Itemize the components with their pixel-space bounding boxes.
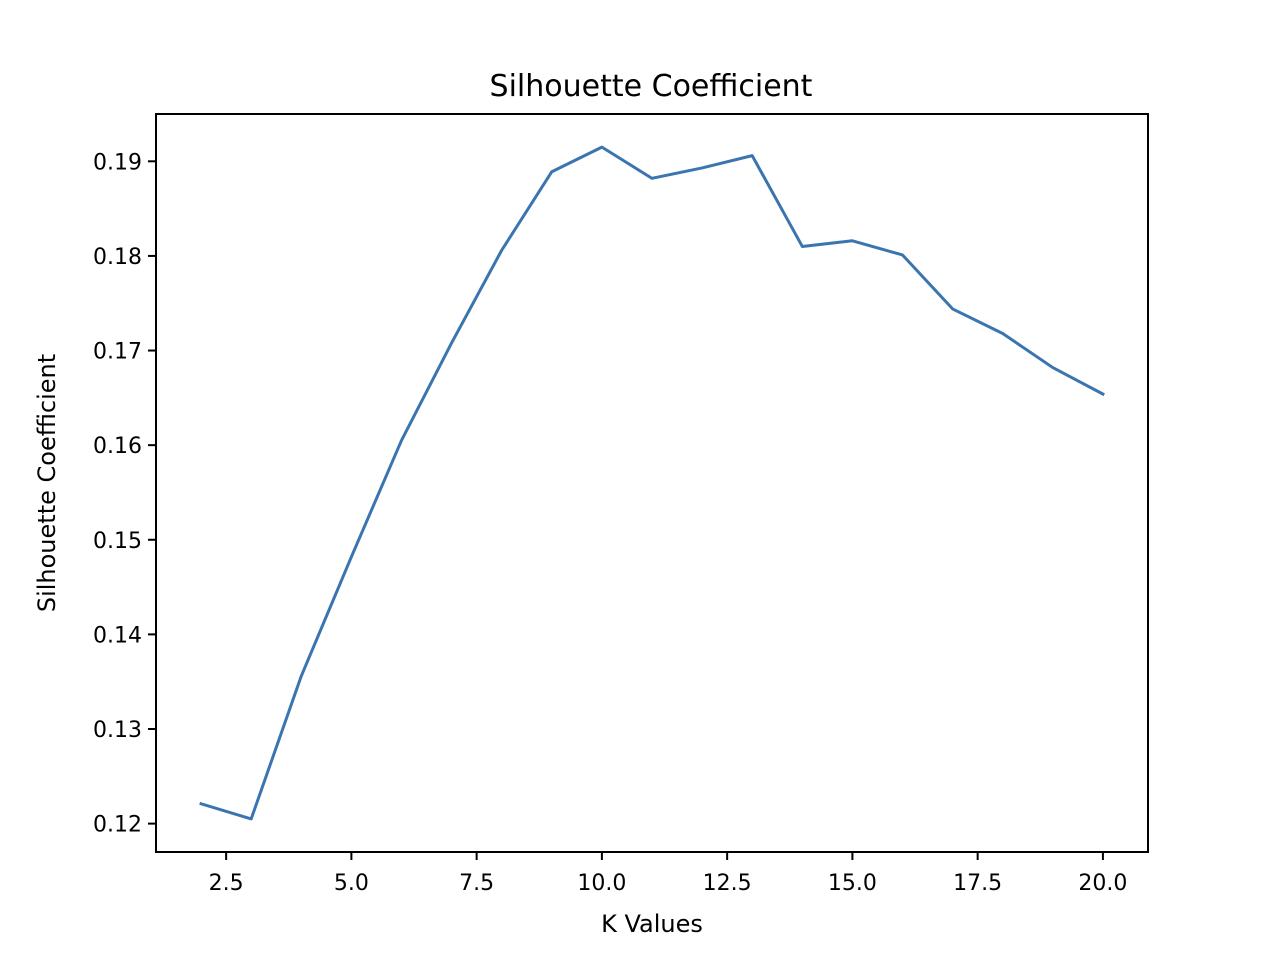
y-tick-label: 0.15 [93,529,142,554]
x-tick-label: 5.0 [334,871,369,896]
y-tick-label: 0.13 [93,718,142,743]
y-ticks: 0.12 0.13 0.14 0.15 0.16 0.17 0.18 0.19 [93,150,156,838]
x-tick-label: 2.5 [209,871,244,896]
y-tick-label: 0.19 [93,150,142,175]
x-tick-label: 15.0 [828,871,877,896]
y-tick-label: 0.17 [93,340,142,365]
chart-title: Silhouette Coefficient [490,69,813,104]
y-tick-label: 0.12 [93,813,142,838]
y-tick-label: 0.16 [93,434,142,459]
y-axis-label: Silhouette Coefficient [33,354,61,612]
series-line [199,145,1105,821]
x-tick-label: 20.0 [1078,871,1127,896]
x-tick-label: 12.5 [703,871,752,896]
x-tick-label: 17.5 [953,871,1002,896]
y-tick-label: 0.14 [93,623,142,648]
axes-frame [155,113,1149,853]
x-tick-label: 7.5 [459,871,494,896]
x-tick-label: 10.0 [577,871,626,896]
x-ticks: 2.5 5.0 7.5 10.0 12.5 15.0 17.5 20.0 [209,852,1127,896]
y-tick-label: 0.18 [93,245,142,270]
x-axis-label: K Values [601,910,703,938]
